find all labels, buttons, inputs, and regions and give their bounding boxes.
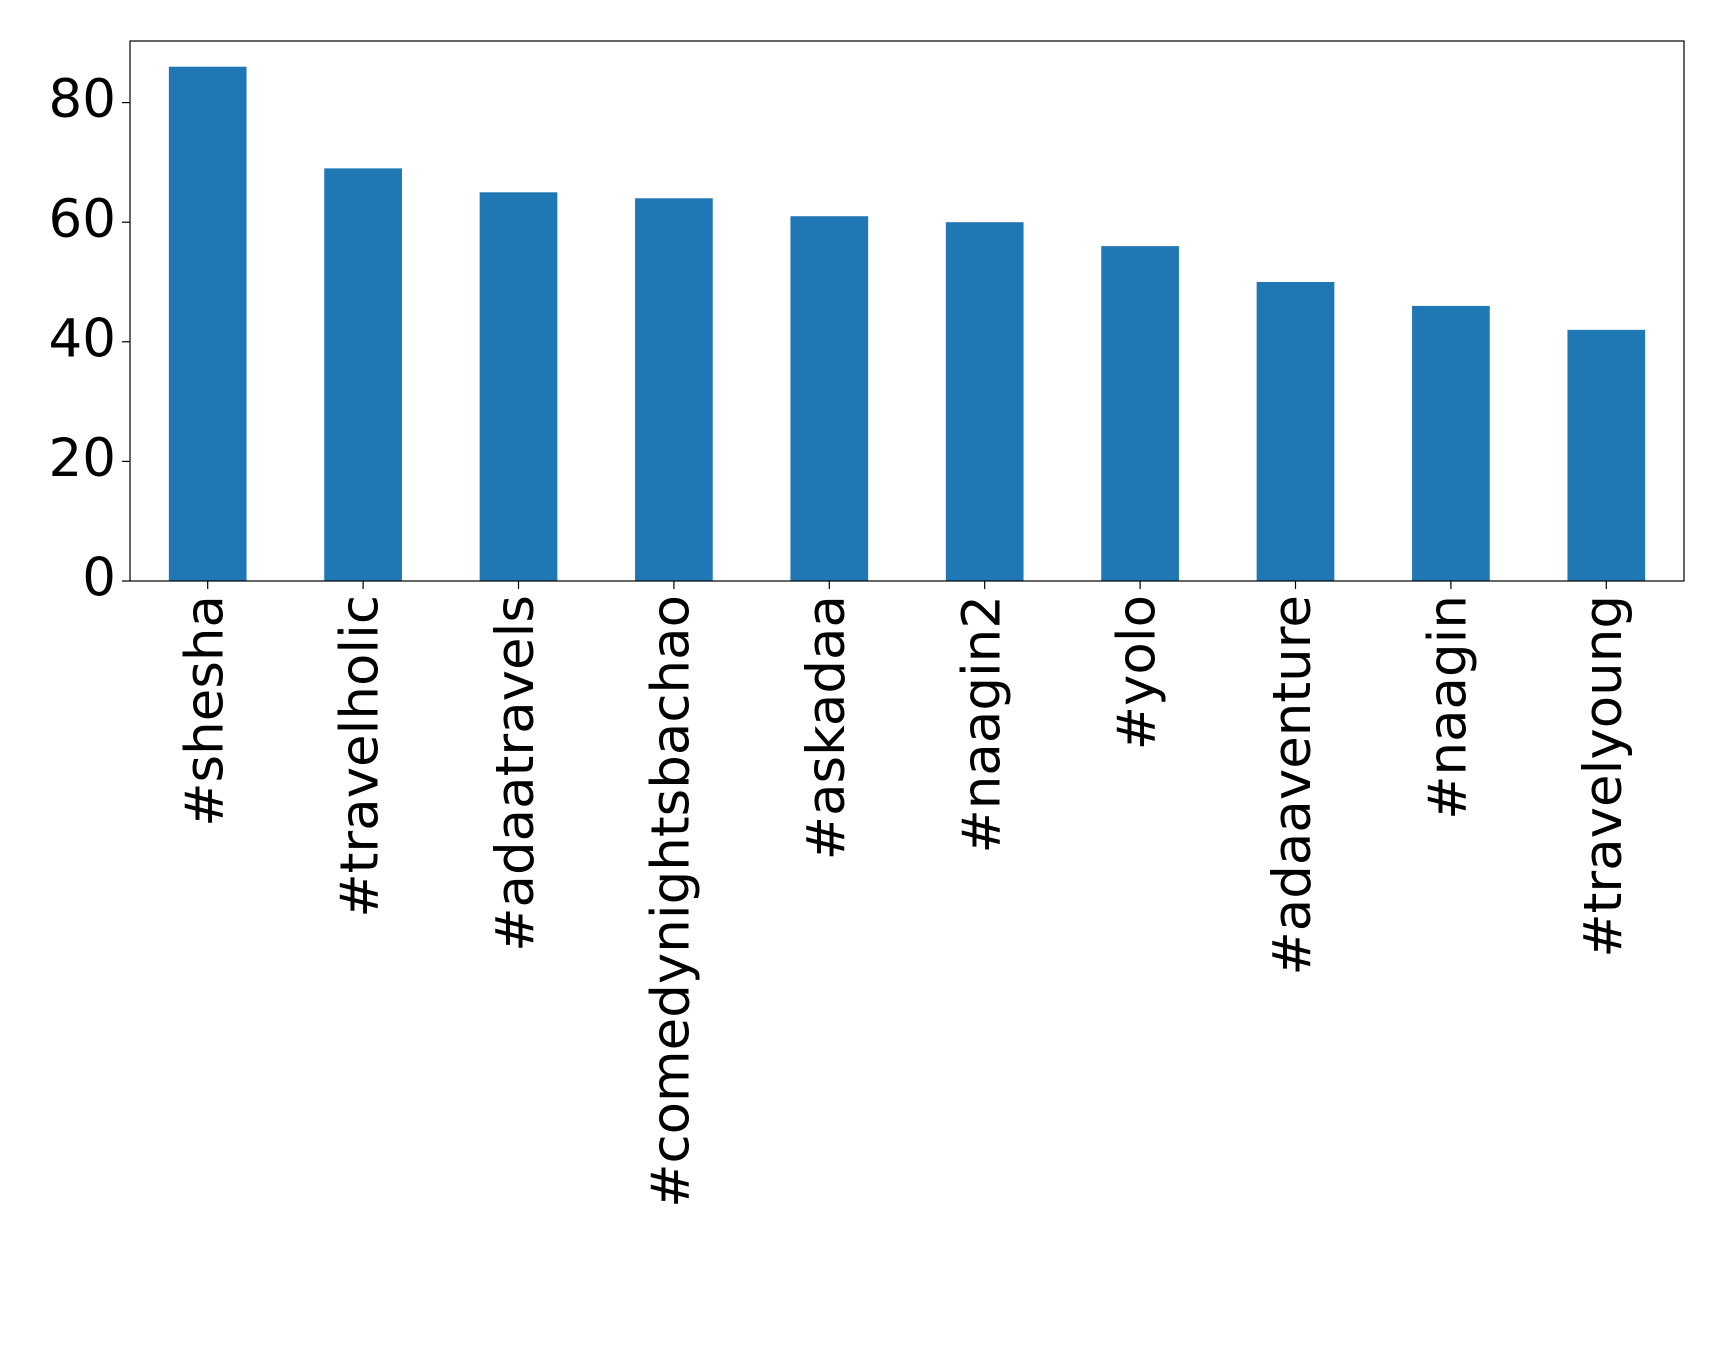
- x-tick-label: #naagin2: [951, 595, 1012, 854]
- x-tick-label: #askadaa: [796, 595, 857, 860]
- y-tick-label: 40: [49, 308, 116, 369]
- bar: [1256, 281, 1335, 581]
- x-tick-label: #adaatravels: [485, 595, 546, 952]
- x-tick-label: #adaaventure: [1262, 595, 1323, 976]
- x-tick-label: #yolo: [1107, 595, 1168, 750]
- bar: [790, 216, 869, 581]
- bar: [168, 66, 247, 581]
- x-tick-label: #travelholic: [330, 595, 391, 918]
- x-tick-label: #travelyoung: [1573, 595, 1634, 958]
- plot-frame: [129, 40, 1685, 582]
- y-tick-label: 0: [82, 548, 116, 609]
- x-tick-label: #naagin: [1418, 595, 1479, 820]
- bar: [1567, 329, 1646, 581]
- x-tick-label: #shesha: [174, 595, 235, 827]
- bar: [635, 198, 713, 581]
- bar: [1101, 246, 1179, 581]
- bar: [324, 168, 402, 581]
- y-tick-label: 60: [49, 189, 116, 250]
- x-tick-label: #comedynightsbachao: [641, 595, 702, 1208]
- y-tick-label: 80: [49, 69, 116, 130]
- y-tick-label: 20: [49, 428, 116, 489]
- bar: [1412, 305, 1490, 581]
- bar: [945, 222, 1024, 581]
- bar: [479, 192, 558, 581]
